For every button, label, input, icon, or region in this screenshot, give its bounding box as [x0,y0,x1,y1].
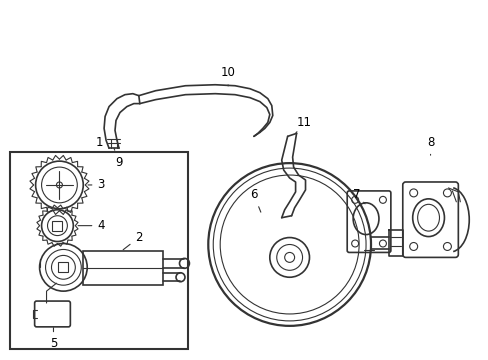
Bar [10,152,188,349]
Text: 7: 7 [353,188,365,204]
Text: 6: 6 [250,188,260,212]
Text: 1: 1 [95,136,102,152]
Text: 11: 11 [295,116,311,133]
Text: 4: 4 [78,219,104,232]
Text: 2: 2 [123,231,142,250]
Text: 5: 5 [50,328,57,350]
Text: 10: 10 [220,66,235,86]
Text: 9: 9 [114,148,122,168]
Bar [83,251,163,285]
Text: 8: 8 [426,136,433,155]
Text: 3: 3 [88,179,104,192]
